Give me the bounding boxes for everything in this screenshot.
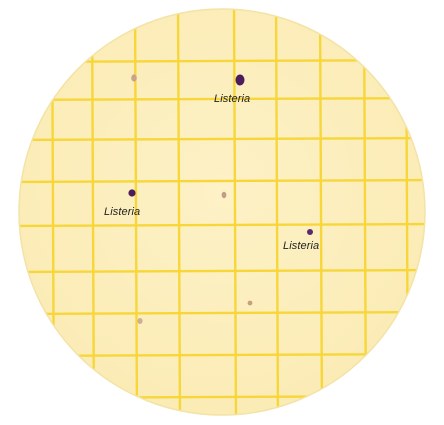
listeria-label: Listeria [104,206,141,218]
colony-listeria-3 [307,229,313,235]
colony-listeria-1 [235,74,245,86]
colony-other-1 [131,74,137,82]
target-colonies [128,74,313,235]
other-colonies [131,74,253,324]
colony-other-4 [137,318,143,324]
colony-other-2 [221,191,227,199]
listeria-label: Listeria [283,240,320,252]
listeria-label: Listeria [214,93,251,105]
colony-other-3 [247,300,253,306]
colony-listeria-2 [128,189,136,197]
plate-rim [18,8,426,416]
